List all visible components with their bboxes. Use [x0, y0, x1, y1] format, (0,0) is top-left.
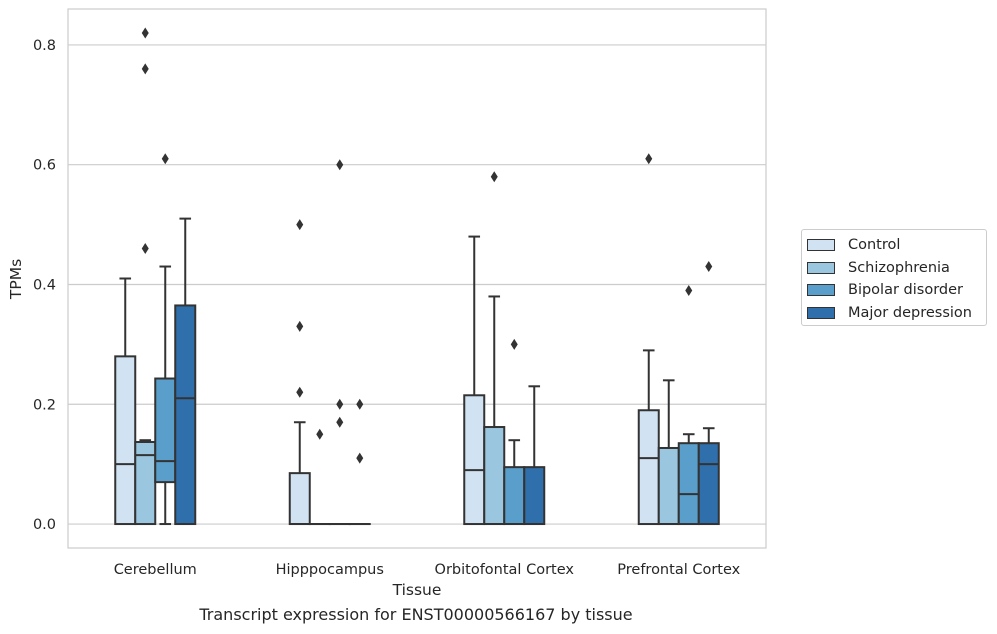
- box-rect: [503, 466, 526, 526]
- x-tick-label: Hipppocampus: [276, 562, 384, 578]
- legend-item: Schizophrenia: [807, 258, 950, 278]
- box-group: [134, 27, 157, 526]
- legend-swatch: [807, 262, 835, 274]
- box-group: [677, 284, 700, 526]
- outlier-point: [336, 159, 344, 171]
- box-group: [523, 385, 546, 526]
- outlier-point: [356, 452, 364, 464]
- box-rect: [523, 466, 546, 526]
- legend-label: Control: [848, 237, 901, 253]
- y-axis-label: TPMs: [7, 259, 25, 300]
- outlier-point: [705, 261, 713, 273]
- y-tick-labels: 0.0 0.2 0.4 0.6 0.8: [33, 38, 56, 533]
- box-group: [697, 261, 720, 526]
- box-plot-boxes: [114, 27, 720, 526]
- x-tick-label: Prefrontal Cortex: [617, 562, 740, 578]
- box-rect: [697, 442, 720, 526]
- outlier-point: [510, 338, 518, 350]
- box-rect: [288, 472, 311, 526]
- outlier-point: [141, 27, 149, 39]
- y-tick-label: 0.4: [33, 277, 56, 293]
- box-group: [328, 159, 351, 526]
- box-group: [288, 219, 311, 526]
- outlier-point: [141, 243, 149, 255]
- outlier-point: [645, 153, 653, 165]
- legend-label: Major depression: [848, 305, 972, 321]
- outlier-point: [141, 63, 149, 75]
- box-group: [348, 398, 371, 526]
- outlier-point: [296, 386, 304, 398]
- y-tick-label: 0.0: [33, 517, 56, 533]
- box-group: [483, 171, 506, 526]
- box-rect: [677, 442, 700, 526]
- x-tick-label: Orbitofontal Cortex: [435, 562, 575, 578]
- legend-label: Schizophrenia: [848, 260, 950, 276]
- outlier-point: [161, 153, 169, 165]
- outlier-point: [336, 398, 344, 410]
- box-rect: [483, 426, 506, 526]
- outlier-point: [336, 416, 344, 428]
- legend-item: Control: [807, 235, 900, 255]
- box-group: [503, 338, 526, 526]
- x-tick-label: Cerebellum: [114, 562, 197, 578]
- box-group: [174, 217, 197, 526]
- outlier-point: [316, 428, 324, 440]
- y-tick-label: 0.6: [33, 158, 56, 174]
- box-group: [154, 153, 177, 526]
- box-rect: [463, 394, 486, 526]
- plot-frame: [67, 8, 767, 549]
- outlier-point: [490, 171, 498, 183]
- box-rect: [657, 446, 680, 526]
- legend-swatch: [807, 284, 835, 296]
- y-tick-label: 0.8: [33, 38, 56, 54]
- y-tick-label: 0.2: [33, 397, 56, 413]
- box-group: [114, 277, 137, 526]
- box-rect: [114, 355, 137, 526]
- legend: Control Schizophrenia Bipolar disorder M…: [801, 229, 987, 326]
- box-group: [308, 428, 331, 526]
- x-tick-labels: Cerebellum Hipppocampus Orbitofontal Corte…: [114, 562, 741, 578]
- x-axis-label: Tissue: [392, 581, 442, 599]
- box-group: [463, 235, 486, 526]
- outlier-point: [685, 284, 693, 296]
- box-rect: [154, 377, 177, 484]
- box-rect: [637, 409, 660, 526]
- box-group: [657, 379, 680, 526]
- outlier-point: [296, 320, 304, 332]
- legend-swatch: [807, 239, 835, 251]
- outlier-point: [296, 219, 304, 231]
- box-rect: [174, 304, 197, 526]
- legend-item: Major depression: [807, 303, 972, 323]
- box-group: [637, 153, 660, 526]
- chart-caption: Transcript expression for ENST0000056616…: [199, 605, 633, 624]
- legend-item: Bipolar disorder: [807, 280, 963, 300]
- legend-swatch: [807, 307, 835, 319]
- outlier-point: [356, 398, 364, 410]
- legend-label: Bipolar disorder: [848, 282, 963, 298]
